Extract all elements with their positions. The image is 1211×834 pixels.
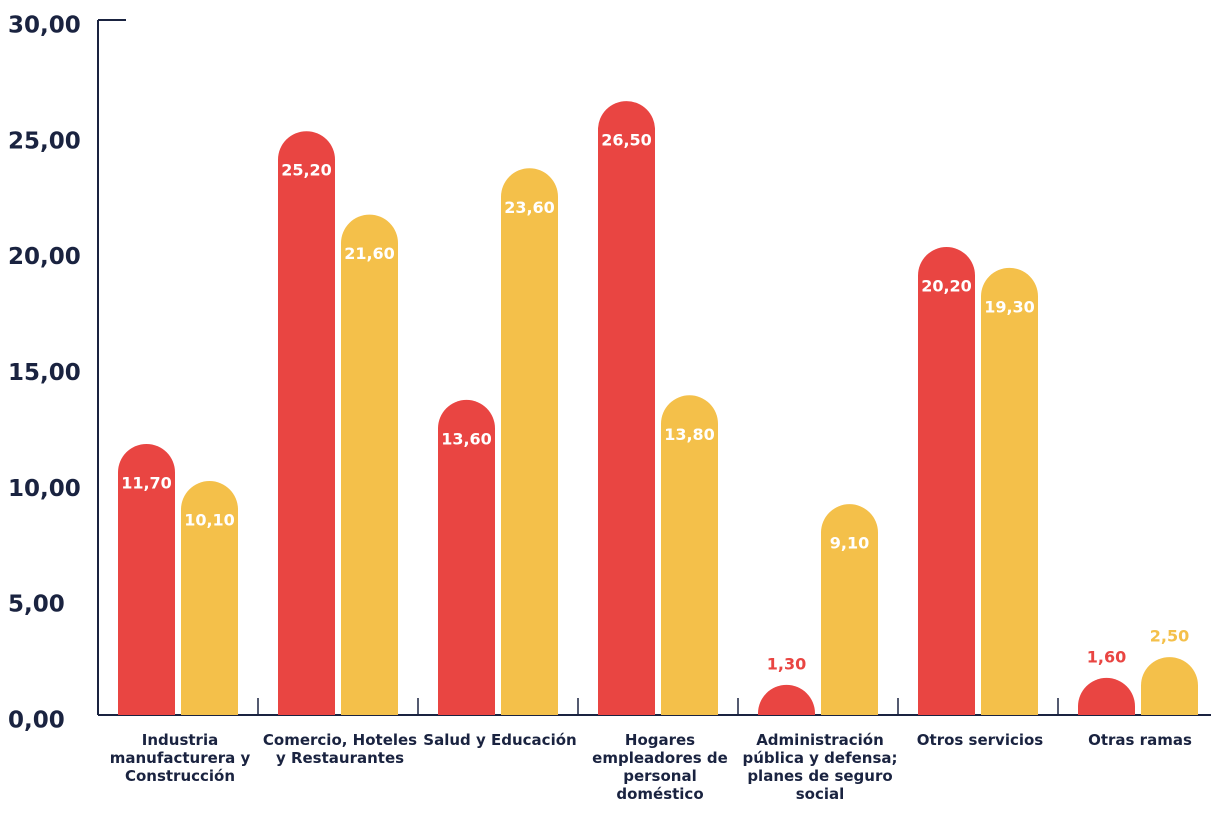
- bar: [1078, 677, 1135, 715]
- bar: [981, 267, 1038, 715]
- bar: [598, 101, 655, 716]
- bar: [501, 168, 558, 715]
- x-tick-label: Administración pública y defensa; planes…: [742, 731, 898, 803]
- x-tick-label: Comercio, Hoteles y Restaurantes: [262, 731, 418, 767]
- y-tick-label: 10,00: [8, 476, 81, 502]
- bar: [758, 684, 815, 715]
- x-tick-label: Otros servicios: [916, 731, 1044, 749]
- bar: [918, 247, 975, 715]
- value-label: 9,10: [830, 534, 869, 553]
- bar: [661, 395, 718, 715]
- value-label: 23,60: [504, 198, 555, 217]
- y-tick-label: 25,00: [8, 128, 81, 154]
- x-tick-label: Hogares empleadores de personal doméstic…: [592, 731, 728, 803]
- value-label: 19,30: [984, 297, 1035, 316]
- bar: [821, 504, 878, 715]
- value-label: 13,80: [664, 425, 715, 444]
- bar: [341, 214, 398, 715]
- y-tick-label: 15,00: [8, 360, 81, 386]
- bar: [278, 131, 335, 715]
- y-tick-label: 5,00: [8, 592, 65, 618]
- x-tick-label: Otras ramas: [1088, 731, 1192, 749]
- value-label: 1,30: [767, 654, 806, 673]
- value-label: 20,20: [921, 277, 972, 296]
- value-label: 10,10: [184, 511, 235, 530]
- y-tick-label: 20,00: [8, 244, 81, 270]
- bar: [1141, 657, 1198, 715]
- value-label: 25,20: [281, 161, 332, 180]
- bar: [438, 399, 495, 715]
- y-tick-label: 30,00: [8, 13, 81, 39]
- bar: [181, 481, 238, 715]
- value-label: 21,60: [344, 244, 395, 263]
- value-label: 13,60: [441, 429, 492, 448]
- bar: [118, 443, 175, 715]
- x-tick-label: Salud y Educación: [423, 731, 577, 749]
- value-label: 1,60: [1087, 647, 1126, 666]
- value-label: 2,50: [1150, 627, 1189, 646]
- value-label: 11,70: [121, 473, 172, 492]
- y-tick-label: 0,00: [8, 708, 65, 734]
- x-tick-label: Industria manufacturera y Construcción: [109, 731, 251, 785]
- value-label: 26,50: [601, 131, 652, 150]
